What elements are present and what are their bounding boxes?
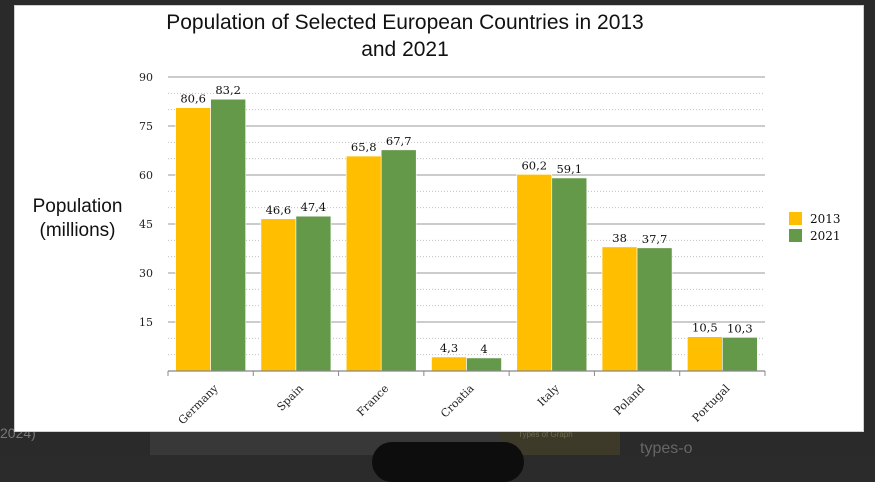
bar-2013-croatia xyxy=(431,356,467,372)
bar-2013-italy xyxy=(516,174,553,372)
bar-2021-italy xyxy=(551,177,588,372)
data-label: 38 xyxy=(612,231,627,245)
data-label: 67,7 xyxy=(386,134,412,148)
bar-chart: 80,6 83,2 46,6 47,4 65,8 67,7 4,3 4 60,2 59,1 38 37… xyxy=(139,71,766,427)
data-label: 46,6 xyxy=(266,203,292,217)
x-tick-label-poland: Poland xyxy=(611,382,647,418)
data-label: 65,8 xyxy=(351,140,377,154)
x-tick-label-france: France xyxy=(354,382,391,419)
x-tick-label-portugal: Portugal xyxy=(690,382,733,425)
data-label: 80,6 xyxy=(180,92,206,106)
y-axis-label: Population (millions) xyxy=(32,196,123,241)
legend-swatch-2021 xyxy=(789,229,802,242)
background-text-right: types-o xyxy=(640,440,693,457)
legend-item-2021: 2021 xyxy=(789,227,841,244)
data-label: 47,4 xyxy=(301,200,327,214)
chart-card: Population of Selected European Countrie… xyxy=(14,5,864,432)
bar-2021-portugal xyxy=(722,337,758,372)
y-tick-label: 30 xyxy=(139,267,153,280)
x-tick-label-italy: Italy xyxy=(535,381,562,408)
data-label: 60,2 xyxy=(521,158,547,172)
y-tick-label: 75 xyxy=(139,120,153,133)
legend-label-2021: 2021 xyxy=(810,228,841,243)
y-tick-label: 45 xyxy=(139,218,153,231)
bar-2013-poland xyxy=(601,246,638,372)
grid-layer xyxy=(168,76,765,356)
legend-item-2013: 2013 xyxy=(789,210,841,227)
bar-2021-croatia xyxy=(466,357,502,372)
bar-2013-france xyxy=(345,155,382,372)
data-label: 4,3 xyxy=(440,341,458,355)
bars-layer xyxy=(175,98,758,372)
chart-title: Population of Selected European Countrie… xyxy=(166,11,644,61)
legend: 2013 2021 xyxy=(789,210,841,244)
bar-2021-spain xyxy=(295,215,332,372)
data-label: 4 xyxy=(480,342,487,356)
bar-2013-portugal xyxy=(687,336,723,372)
x-tick-label-germany: Germany xyxy=(176,381,222,427)
data-label: 10,3 xyxy=(727,321,753,335)
bar-2013-germany xyxy=(175,107,211,372)
x-tick-label-croatia: Croatia xyxy=(438,382,477,421)
data-label: 83,2 xyxy=(215,83,241,97)
data-labels-layer: 80,6 83,2 46,6 47,4 65,8 67,7 4,3 4 60,2 59,1 38 37… xyxy=(180,83,752,356)
x-tick-label-spain: Spain xyxy=(274,382,306,414)
bar-2021-poland xyxy=(636,247,673,372)
background-pill-button[interactable] xyxy=(372,442,524,482)
bar-2013-spain xyxy=(260,218,297,372)
background-text-mid: Types of Graph xyxy=(518,430,573,439)
bar-2021-france xyxy=(380,149,417,372)
y-tick-label: 15 xyxy=(139,316,153,329)
legend-label-2013: 2013 xyxy=(810,211,841,226)
y-tick-label: 90 xyxy=(139,71,153,84)
data-label: 37,7 xyxy=(642,232,668,246)
data-label: 10,5 xyxy=(692,321,718,335)
bar-2021-germany xyxy=(210,98,246,372)
data-label: 59,1 xyxy=(556,162,582,176)
legend-swatch-2013 xyxy=(789,212,802,225)
y-tick-label: 60 xyxy=(139,169,153,182)
